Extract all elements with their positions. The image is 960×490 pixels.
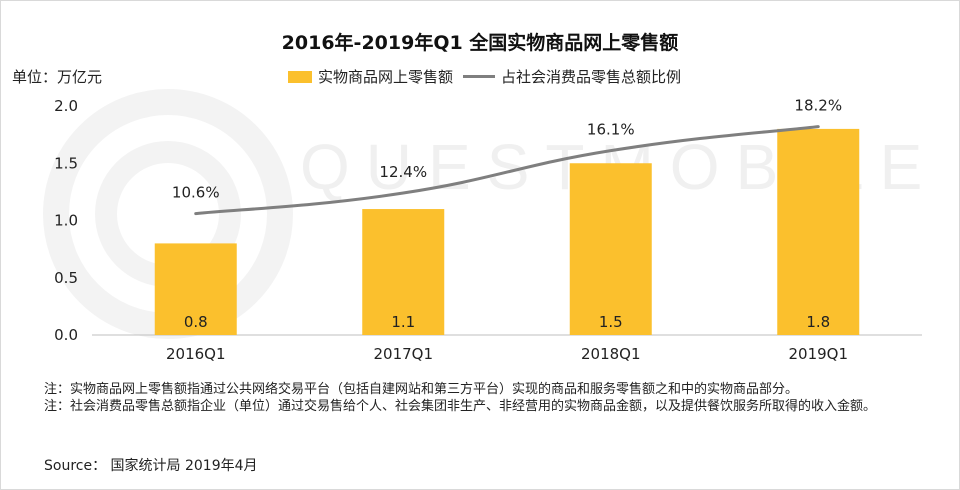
line-value-label: 16.1% [587, 121, 635, 139]
line-value-label: 18.2% [794, 97, 842, 115]
legend-line-label: 占社会消费品零售总额比例 [501, 68, 682, 86]
note-1: 注：实物商品网上零售额指通过公共网络交易平台（包括自建网站和第三方平台）实现的商… [44, 382, 799, 397]
y-tick-label: 2.0 [54, 97, 78, 115]
x-tick-label: 2018Q1 [581, 345, 641, 363]
x-tick-label: 2016Q1 [166, 345, 226, 363]
legend: 实物商品网上零售额 占社会消费品零售总额比例 [288, 66, 681, 87]
line-value-label: 12.4% [379, 163, 427, 181]
chart-title: 2016年-2019年Q1 全国实物商品网上零售额 [281, 32, 679, 54]
line-series-share [194, 125, 820, 216]
line-value-label: 10.6% [172, 184, 220, 202]
source-line: Source： 国家统计局 2019年4月 [44, 458, 258, 474]
y-tick-label: 0.5 [54, 269, 78, 287]
note-2: 注：社会消费品零售总额指企业（单位）通过交易售给个人、社会集团非生产、非经营用的… [44, 399, 877, 414]
legend-line-swatch [463, 75, 496, 78]
notes: 注：实物商品网上零售额指通过公共网络交易平台（包括自建网站和第三方平台）实现的商… [44, 381, 924, 415]
bar-value-label: 1.1 [391, 313, 415, 331]
bar-2016Q1 [154, 243, 237, 335]
legend-bar-label: 实物商品网上零售额 [318, 68, 454, 86]
bar-2019Q1 [777, 128, 860, 335]
x-tick-label: 2019Q1 [788, 345, 848, 363]
bar-value-label: 0.8 [184, 313, 208, 331]
bar-2018Q1 [569, 163, 652, 335]
y-tick-label: 0.0 [54, 326, 78, 344]
x-tick-label: 2017Q1 [373, 345, 433, 363]
y-tick-label: 1.0 [54, 212, 78, 230]
bar-value-label: 1.8 [806, 313, 830, 331]
legend-bar-swatch [288, 70, 312, 83]
bar-value-label: 1.5 [599, 313, 623, 331]
bar-2017Q1 [362, 209, 445, 335]
y-tick-label: 1.5 [54, 154, 78, 172]
chart-canvas: 0.0 0.5 1.0 1.5 2.0 0.8 2016Q1 1.1 2017Q1 1.5 2018… [54, 97, 922, 363]
unit-label: 单位：万亿元 [12, 68, 103, 86]
